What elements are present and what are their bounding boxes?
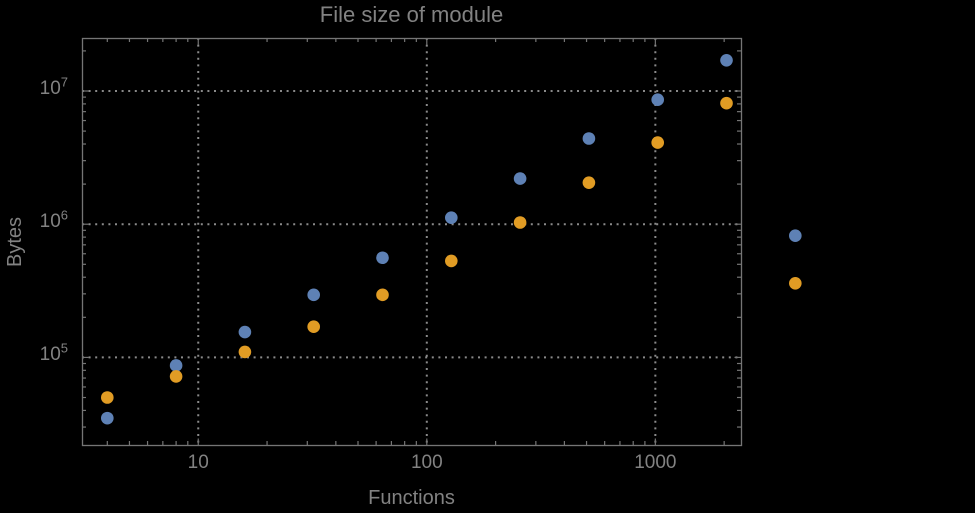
scatter-point-series-1-blue-x256 bbox=[513, 172, 527, 185]
gridlines bbox=[82, 38, 741, 445]
y-tick-label-10e6: 106 bbox=[39, 207, 68, 233]
x-tick-label-10: 10 bbox=[187, 452, 209, 473]
scatter-point-series-1-blue-x512 bbox=[582, 132, 596, 145]
scatter-point-series-1-blue-x128 bbox=[445, 211, 458, 224]
frame-rect bbox=[81, 37, 743, 447]
scatter-points bbox=[101, 54, 802, 425]
scatter-point-series-2-orange-x1024 bbox=[651, 136, 665, 149]
y-tick-label-10e5: 105 bbox=[39, 341, 68, 366]
scatter-point-series-1-blue-x8 bbox=[169, 359, 183, 372]
x-tick-label-1000: 1000 bbox=[634, 452, 677, 473]
chart-title: File size of module bbox=[319, 2, 504, 27]
scatter-point-series-1-blue-x4096 bbox=[789, 229, 802, 242]
scatter-point-series-1-blue-x4 bbox=[101, 411, 114, 425]
scatter-point-series-1-blue-x16 bbox=[238, 325, 252, 339]
scatter-point-series-2-orange-x4096 bbox=[789, 277, 802, 290]
scatter-point-series-1-blue-x64 bbox=[376, 251, 389, 265]
x-axis-label: Functions bbox=[368, 487, 455, 509]
scatter-point-series-1-blue-x2048 bbox=[720, 54, 733, 67]
scatter-point-series-2-orange-x4 bbox=[101, 391, 114, 404]
scatter-point-series-2-orange-x2048 bbox=[720, 96, 733, 110]
scatter-point-series-2-orange-x512 bbox=[582, 176, 596, 189]
scatter-point-series-1-blue-x1024 bbox=[651, 93, 665, 107]
y-tick-label-10e7: 107 bbox=[39, 74, 68, 99]
scatter-point-series-2-orange-x16 bbox=[238, 345, 252, 359]
axis-ticks bbox=[82, 38, 741, 445]
scatter-point-series-1-blue-x32 bbox=[307, 288, 321, 302]
x-tick-label-100: 100 bbox=[410, 452, 443, 473]
plot-frame bbox=[81, 37, 743, 447]
scatter-point-series-2-orange-x64 bbox=[376, 288, 389, 302]
scatter-point-series-2-orange-x256 bbox=[513, 216, 527, 229]
scatter-point-series-2-orange-x32 bbox=[307, 320, 321, 334]
scatter-point-series-2-orange-x128 bbox=[445, 254, 458, 268]
scatter-point-series-2-orange-x8 bbox=[169, 370, 183, 383]
